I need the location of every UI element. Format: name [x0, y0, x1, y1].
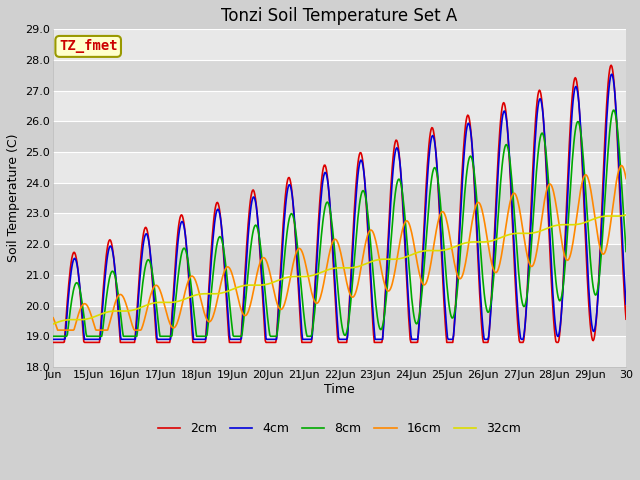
4cm: [608, 72, 616, 77]
4cm: [116, 333, 124, 338]
4cm: [250, 194, 258, 200]
8cm: [250, 225, 258, 230]
2cm: [607, 62, 615, 68]
32cm: [431, 248, 438, 253]
16cm: [251, 281, 259, 287]
16cm: [223, 264, 230, 270]
8cm: [222, 262, 230, 268]
2cm: [622, 316, 630, 322]
Line: 8cm: 8cm: [53, 110, 626, 336]
X-axis label: Time: Time: [324, 383, 355, 396]
Bar: [53, 60, 626, 91]
32cm: [250, 282, 258, 288]
2cm: [116, 339, 124, 345]
32cm: [399, 255, 406, 261]
4cm: [399, 196, 406, 202]
16cm: [273, 299, 280, 304]
16cm: [622, 176, 630, 181]
16cm: [117, 292, 125, 298]
Bar: [53, 29, 626, 60]
32cm: [49, 321, 57, 327]
2cm: [399, 202, 406, 208]
2cm: [222, 285, 230, 291]
16cm: [54, 327, 61, 333]
32cm: [116, 308, 124, 314]
8cm: [116, 310, 124, 315]
4cm: [431, 141, 438, 146]
4cm: [272, 336, 280, 342]
Bar: [53, 306, 626, 336]
2cm: [49, 339, 57, 345]
Text: TZ_fmet: TZ_fmet: [59, 39, 118, 53]
8cm: [622, 249, 630, 254]
8cm: [272, 334, 280, 339]
Line: 4cm: 4cm: [53, 74, 626, 339]
16cm: [49, 315, 57, 321]
8cm: [399, 192, 406, 198]
16cm: [399, 223, 407, 229]
4cm: [49, 336, 57, 342]
Y-axis label: Soil Temperature (C): Soil Temperature (C): [7, 134, 20, 263]
32cm: [622, 212, 630, 218]
8cm: [431, 165, 438, 170]
2cm: [272, 339, 280, 345]
Bar: [53, 91, 626, 121]
8cm: [609, 108, 617, 113]
Legend: 2cm, 4cm, 8cm, 16cm, 32cm: 2cm, 4cm, 8cm, 16cm, 32cm: [153, 417, 526, 440]
Line: 2cm: 2cm: [53, 65, 626, 342]
4cm: [222, 277, 230, 283]
Line: 32cm: 32cm: [53, 215, 626, 324]
2cm: [250, 189, 258, 194]
Bar: [53, 121, 626, 152]
16cm: [432, 232, 440, 238]
Bar: [53, 336, 626, 367]
32cm: [272, 278, 280, 284]
Bar: [53, 152, 626, 183]
Title: Tonzi Soil Temperature Set A: Tonzi Soil Temperature Set A: [221, 7, 458, 25]
32cm: [222, 289, 230, 295]
2cm: [431, 138, 438, 144]
4cm: [622, 301, 630, 307]
Bar: [53, 214, 626, 244]
Line: 16cm: 16cm: [53, 166, 626, 330]
8cm: [49, 334, 57, 339]
Bar: [53, 275, 626, 306]
16cm: [618, 163, 625, 168]
Bar: [53, 244, 626, 275]
Bar: [53, 183, 626, 214]
